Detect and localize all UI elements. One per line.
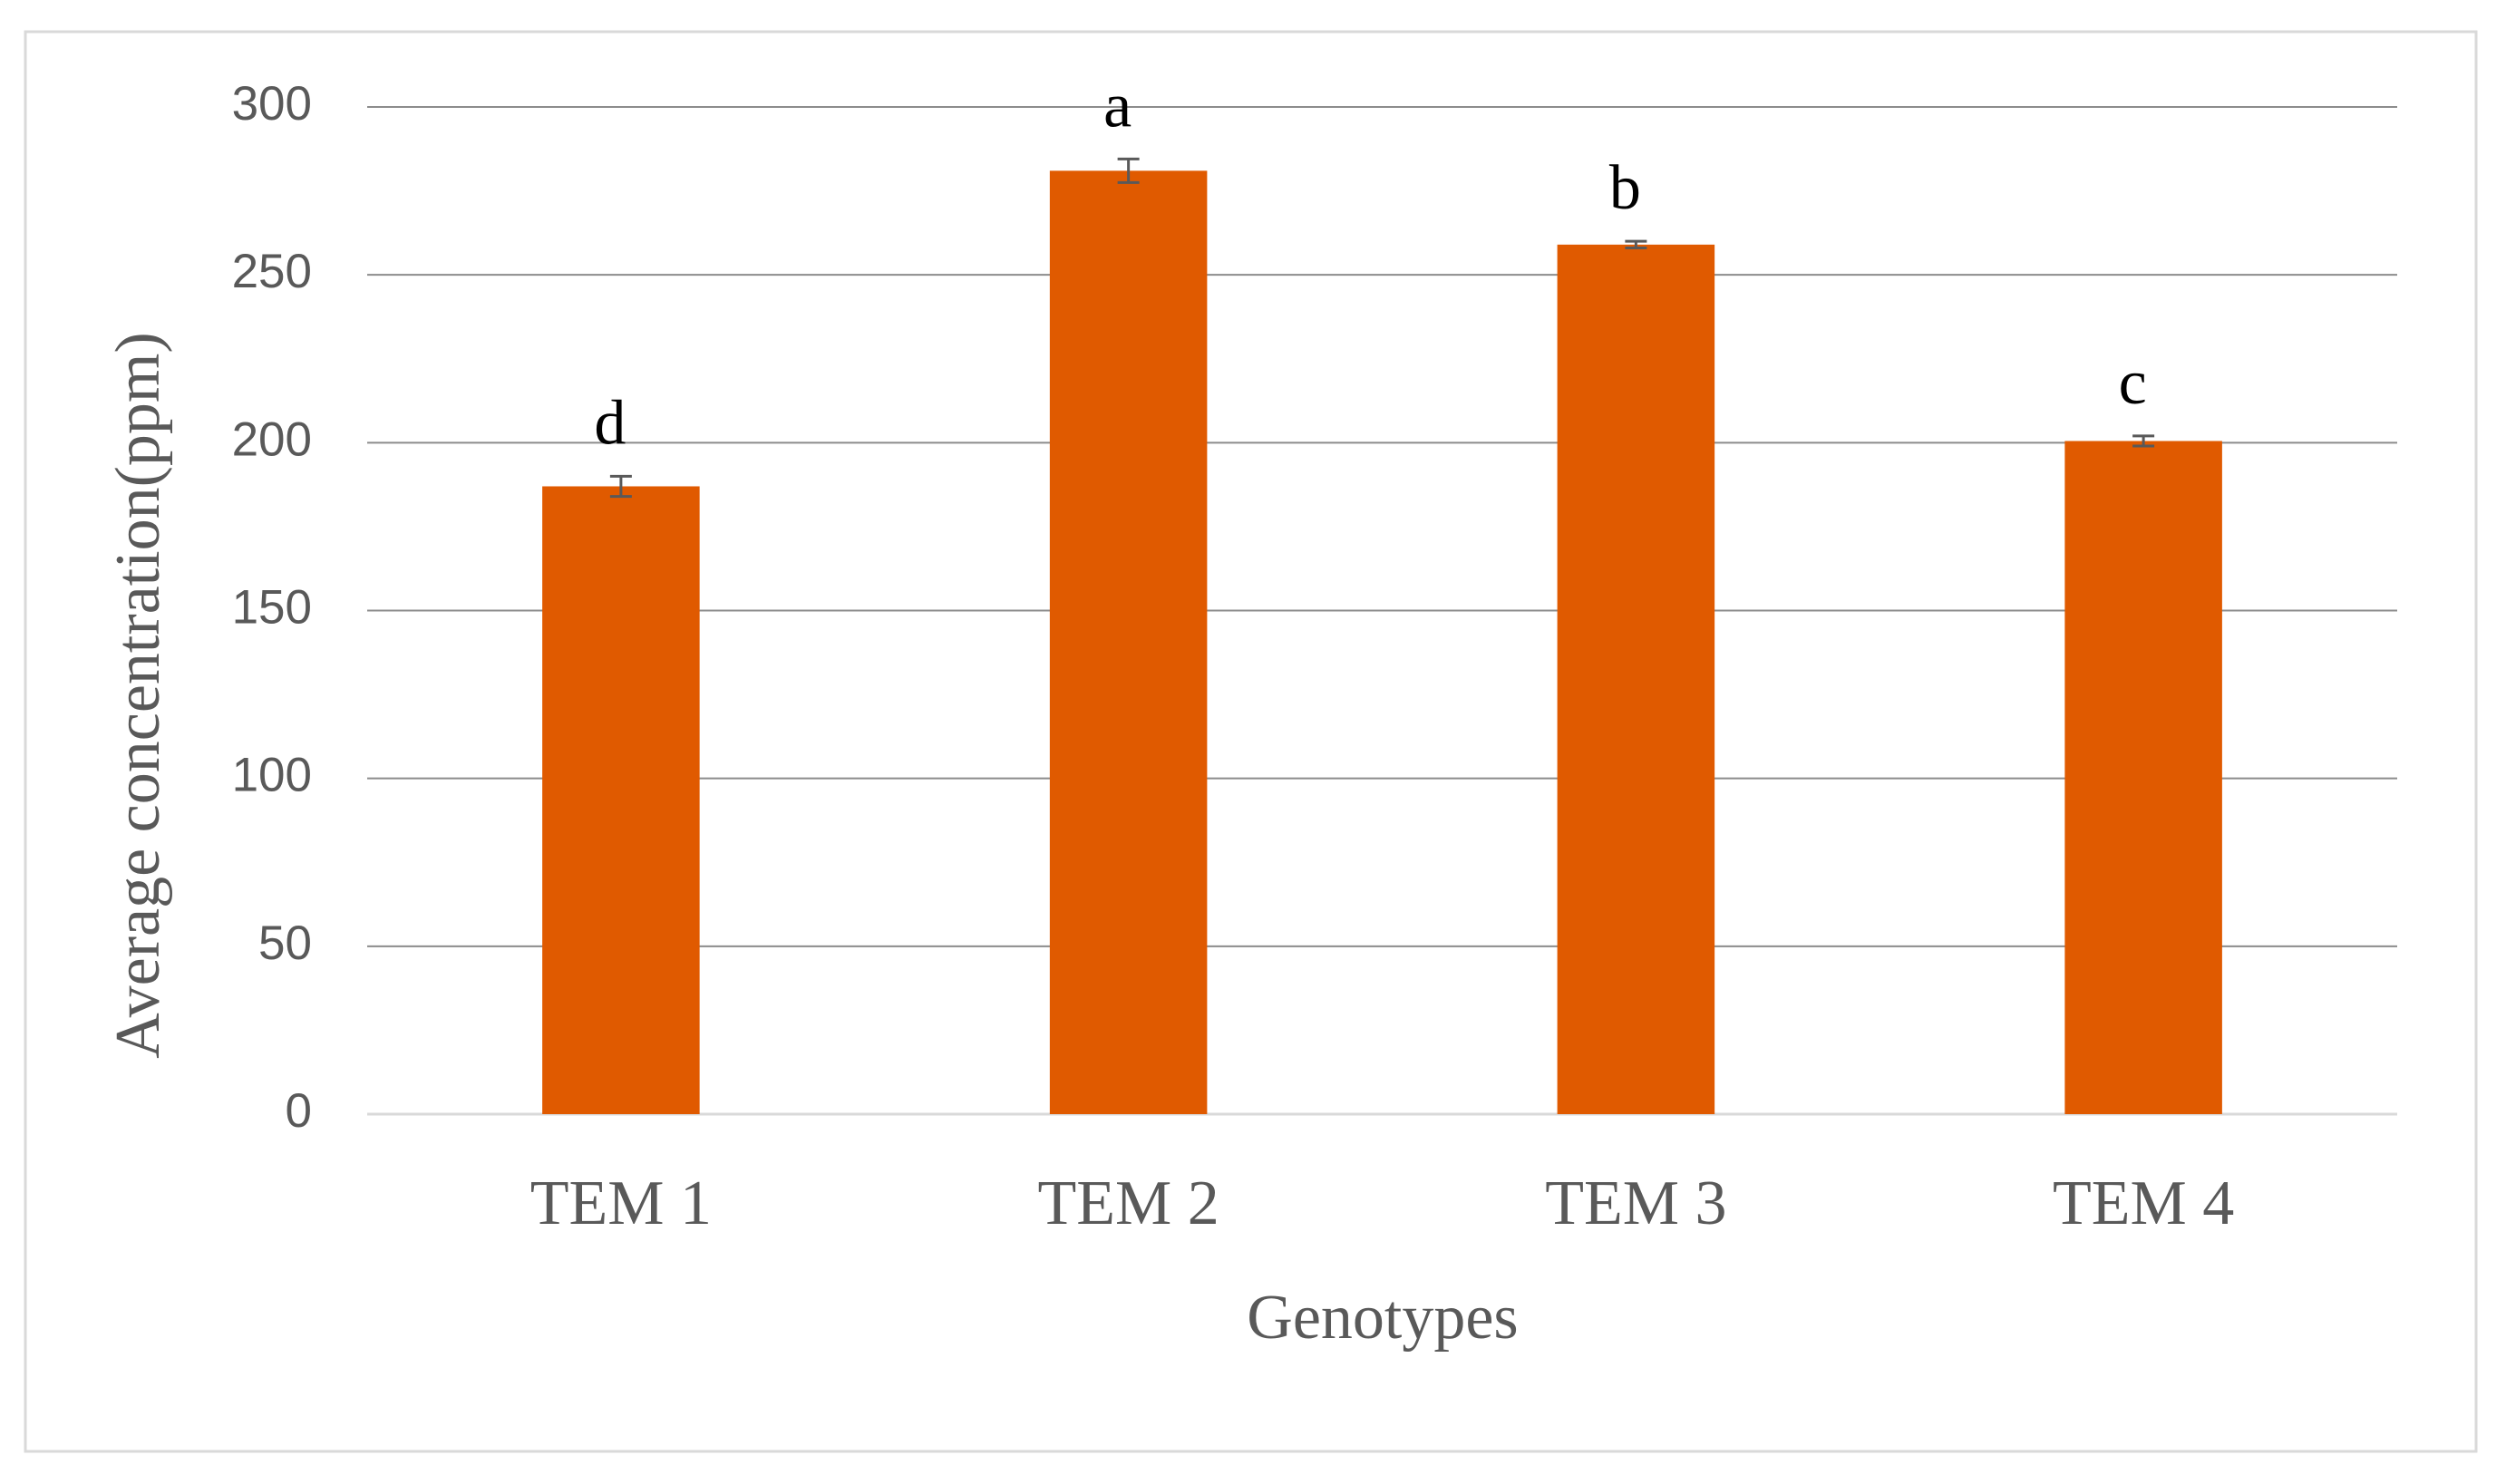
- bar: [1049, 170, 1208, 1115]
- annotation: d: [594, 388, 626, 458]
- x-tick-label: TEM 3: [1545, 1169, 1726, 1238]
- y-tick-label: 250: [232, 245, 312, 298]
- x-axis-title: Genotypes: [1247, 1283, 1518, 1353]
- y-axis-title: Average concentration(ppm): [103, 332, 173, 1058]
- y-tick-label: 300: [232, 77, 312, 131]
- bar: [2064, 441, 2222, 1114]
- bar: [1557, 244, 1715, 1114]
- x-tick-label: TEM 2: [1037, 1169, 1219, 1238]
- x-tick-label: TEM 4: [2053, 1169, 2234, 1238]
- y-tick-label: 150: [232, 581, 312, 635]
- annotation: c: [2119, 348, 2147, 418]
- y-tick-label: 200: [232, 412, 312, 466]
- x-tick-label: TEM 1: [530, 1169, 712, 1238]
- annotation: a: [1103, 71, 1132, 141]
- annotation: b: [1609, 153, 1641, 223]
- y-tick-label: 0: [286, 1084, 312, 1138]
- bar: [542, 486, 700, 1114]
- y-tick-label: 50: [258, 917, 312, 970]
- y-tick-label: 100: [232, 749, 312, 802]
